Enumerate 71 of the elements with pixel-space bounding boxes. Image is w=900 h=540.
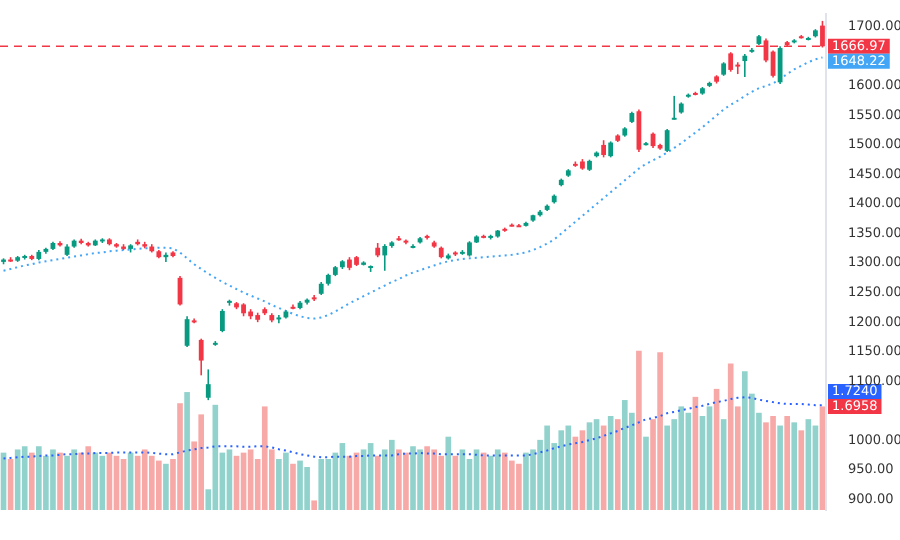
bar xyxy=(325,459,332,510)
bar xyxy=(621,400,628,510)
bar xyxy=(403,452,409,510)
bar xyxy=(50,449,56,510)
bar xyxy=(198,414,205,510)
bar xyxy=(791,422,798,510)
candlestick xyxy=(198,337,204,377)
bar xyxy=(64,455,70,510)
bar xyxy=(374,455,381,510)
bar xyxy=(678,406,685,510)
bar xyxy=(261,406,268,510)
bar xyxy=(311,500,317,510)
bar xyxy=(424,446,430,510)
bar xyxy=(78,452,85,510)
candlestick xyxy=(742,53,748,78)
bar xyxy=(509,460,515,510)
bar xyxy=(763,422,769,510)
bar xyxy=(290,463,296,510)
bar xyxy=(71,449,77,510)
bar xyxy=(417,449,423,510)
bar xyxy=(283,452,289,510)
bar xyxy=(141,449,148,510)
bar xyxy=(636,350,642,510)
candlestick xyxy=(219,308,225,333)
bar xyxy=(21,446,28,510)
bar xyxy=(36,446,42,510)
candlestick xyxy=(728,51,734,73)
bar xyxy=(643,436,649,510)
bar xyxy=(770,415,776,510)
bar xyxy=(657,352,663,510)
bar xyxy=(523,452,529,510)
bar xyxy=(177,403,183,510)
bar xyxy=(85,446,92,510)
bar xyxy=(494,449,501,510)
bar xyxy=(438,455,445,510)
candlestick xyxy=(777,45,783,85)
bar xyxy=(565,425,572,510)
bar xyxy=(389,439,395,510)
bar xyxy=(163,463,169,510)
bar xyxy=(544,425,550,510)
bar xyxy=(784,415,790,510)
bar xyxy=(184,392,190,510)
candlestick xyxy=(276,314,282,325)
bar xyxy=(516,463,522,510)
bar xyxy=(664,425,670,510)
line-series xyxy=(2,56,824,320)
bar xyxy=(614,419,621,510)
bar xyxy=(431,449,437,510)
bar xyxy=(501,452,508,510)
bar xyxy=(741,371,748,510)
bar xyxy=(410,446,416,510)
candlestick xyxy=(671,95,677,121)
bar xyxy=(396,449,402,510)
bar xyxy=(558,430,565,510)
bar xyxy=(318,459,325,510)
bar xyxy=(297,460,303,510)
bar xyxy=(92,452,99,510)
candlestick xyxy=(382,243,388,272)
bar xyxy=(727,363,734,510)
bar xyxy=(276,459,282,510)
bar xyxy=(304,466,310,510)
candlestick xyxy=(735,61,741,75)
bar xyxy=(28,452,35,510)
bar xyxy=(798,430,805,510)
candlestick xyxy=(205,368,211,401)
bar xyxy=(777,425,783,510)
bar xyxy=(57,452,63,510)
bar xyxy=(156,460,162,510)
bar xyxy=(148,455,155,510)
candlestick xyxy=(664,128,670,153)
bar xyxy=(445,436,452,510)
